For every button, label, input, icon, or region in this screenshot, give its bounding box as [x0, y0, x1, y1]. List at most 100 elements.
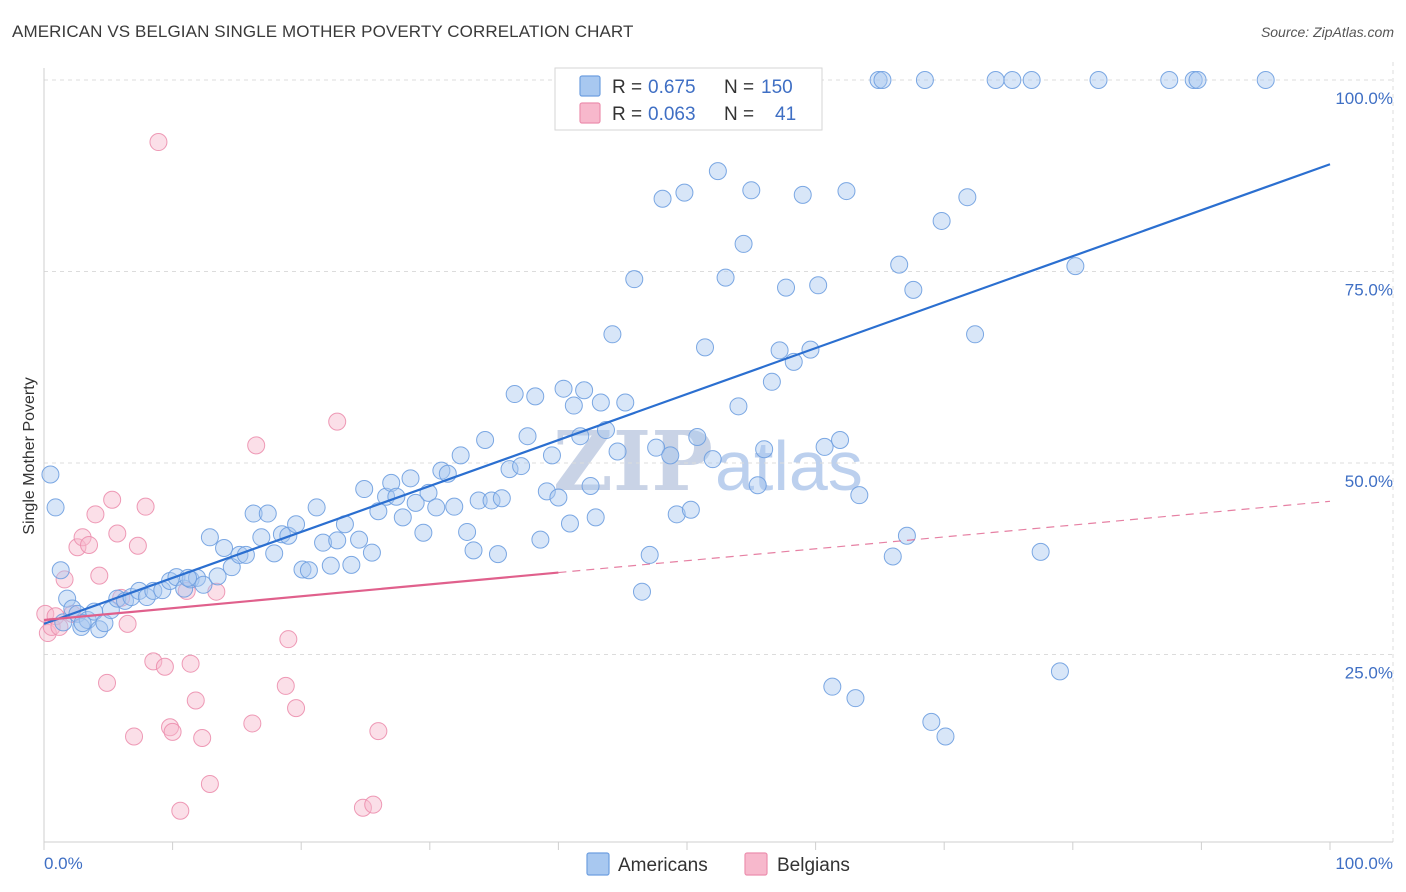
americans-point — [328, 531, 347, 550]
americans-point — [393, 508, 412, 527]
watermark-zip-text: ZIP — [553, 414, 713, 510]
americans-point — [809, 276, 828, 295]
zipatlas-watermark: ZIP atlas — [553, 414, 863, 510]
belgians-point — [279, 630, 298, 649]
americans-point — [640, 545, 659, 564]
americans-point — [708, 162, 727, 181]
belgians-point — [276, 676, 295, 695]
americans-point — [755, 440, 774, 459]
belgians-point — [163, 722, 182, 741]
belgians-point — [243, 714, 262, 733]
legend-swatch-belgians — [579, 102, 601, 124]
americans-point — [564, 396, 583, 415]
americans-point — [608, 442, 627, 461]
americans-point — [869, 71, 888, 89]
y-tick-label: 50.0% — [1345, 472, 1393, 491]
americans-point — [518, 427, 537, 446]
americans-point — [729, 397, 748, 416]
belgians-point — [108, 524, 127, 543]
americans-point — [469, 491, 488, 510]
americans-point — [299, 561, 318, 580]
belgians-point — [144, 652, 163, 671]
americans-point — [458, 522, 477, 541]
belgians-point — [353, 798, 372, 817]
legend-r-value-belgians: 0.063 — [648, 104, 696, 125]
series-legend-swatch-americans — [586, 852, 610, 876]
americans-point — [688, 427, 707, 446]
americans-point — [667, 505, 686, 524]
americans-point — [675, 183, 694, 202]
americans-point — [770, 341, 789, 360]
belgians-point — [125, 727, 144, 746]
americans-point — [208, 567, 227, 586]
americans-point — [414, 523, 433, 542]
americans-point — [596, 421, 615, 440]
americans-point — [350, 530, 369, 549]
americans-point — [603, 325, 622, 344]
americans-point — [586, 508, 605, 527]
americans-point — [41, 465, 60, 484]
belgians-points — [36, 133, 388, 820]
legend-n-value-americans: 150 — [761, 77, 793, 98]
belgians-point — [118, 614, 137, 633]
americans-point — [401, 469, 420, 488]
belgians-point — [55, 570, 74, 589]
legend-r-label-americans: R = — [612, 77, 642, 98]
americans-point — [696, 338, 715, 357]
americans-point — [742, 181, 761, 200]
americans-point — [505, 385, 524, 404]
americans-point — [307, 498, 326, 517]
americans-point — [661, 446, 680, 465]
americans-point — [73, 614, 92, 633]
americans-point — [445, 497, 464, 516]
americans-point — [464, 541, 483, 560]
legend-r-value-americans: 0.675 — [648, 77, 696, 98]
americans-point — [1184, 71, 1203, 89]
americans-point — [244, 504, 263, 523]
americans-point — [1031, 542, 1050, 561]
y-axis-label: Single Mother Poverty — [21, 377, 38, 534]
belgians-point — [328, 412, 347, 431]
americans-point — [531, 530, 550, 549]
americans-point — [815, 437, 834, 456]
americans-point — [823, 677, 842, 696]
americans-point — [1022, 71, 1041, 89]
americans-point — [575, 381, 594, 400]
series-legend-label-belgians: Belgians — [777, 855, 850, 876]
americans-point — [1003, 71, 1022, 89]
americans-point — [890, 255, 909, 274]
americans-point — [194, 575, 213, 594]
belgians-point — [287, 699, 306, 718]
americans-points — [41, 71, 1275, 746]
americans-point — [873, 71, 892, 89]
americans-point — [321, 556, 340, 575]
americans-point — [476, 431, 495, 450]
series-legend-swatch-belgians — [744, 852, 768, 876]
americans-point — [542, 446, 561, 465]
americans-point — [777, 278, 796, 297]
americans-point — [716, 268, 735, 287]
americans-point — [46, 498, 65, 517]
legend-n-label-americans: N = — [724, 77, 754, 98]
series-legend: Americans Belgians — [586, 852, 850, 876]
belgians-point — [171, 801, 190, 820]
americans-point — [549, 488, 568, 507]
americans-point — [215, 539, 234, 558]
americans-point — [632, 582, 651, 601]
legend-n-label-belgians: N = — [724, 104, 754, 125]
americans-point — [1050, 662, 1069, 681]
belgians-point — [149, 133, 168, 152]
americans-point — [342, 555, 361, 574]
belgians-point — [155, 657, 174, 676]
americans-point — [831, 431, 850, 450]
legend-n-value-belgians: 41 — [775, 104, 796, 125]
y-tick-label: 100.0% — [1335, 89, 1393, 108]
americans-point — [958, 188, 977, 207]
y-tick-label: 25.0% — [1345, 664, 1393, 683]
americans-point — [793, 185, 812, 204]
americans-point — [703, 450, 722, 469]
americans-point — [451, 446, 470, 465]
belgians-point — [136, 497, 155, 516]
americans-point — [537, 482, 556, 501]
